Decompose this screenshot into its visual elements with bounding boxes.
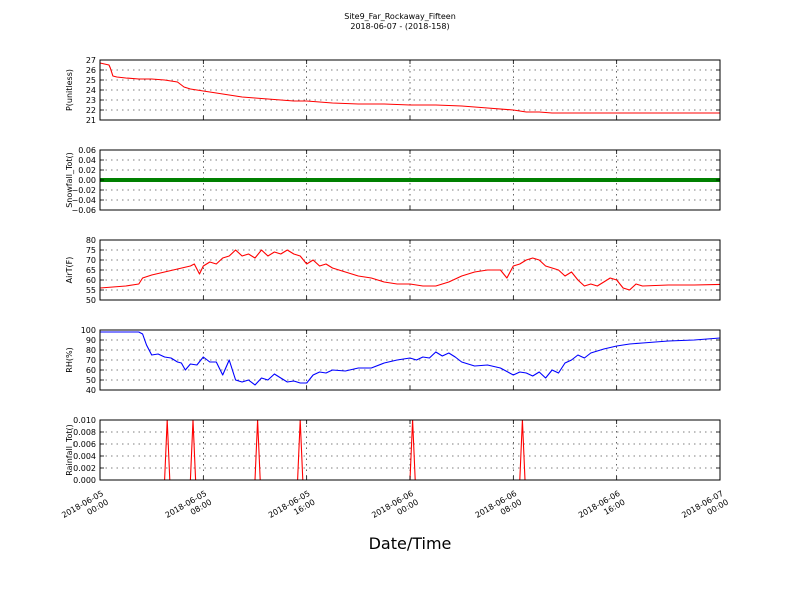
y-tick-label: −0.02 xyxy=(71,186,96,195)
y-tick-label: 25 xyxy=(86,76,96,85)
y-tick-label: 100 xyxy=(81,326,96,335)
y-tick-label: 0.04 xyxy=(78,156,96,165)
y-tick-label: 27 xyxy=(86,56,96,65)
y-tick-label: 60 xyxy=(86,366,96,375)
y-tick-label: 50 xyxy=(86,296,96,305)
y-tick-label: 24 xyxy=(86,86,96,95)
y-tick-label: 75 xyxy=(86,246,96,255)
y-tick-label: 90 xyxy=(86,336,96,345)
y-tick-label: 0.002 xyxy=(73,464,96,473)
y-tick-label: 0.000 xyxy=(73,476,96,485)
y-tick-label: 0.004 xyxy=(73,452,96,461)
y-tick-label: 80 xyxy=(86,346,96,355)
chart-title: Site9_Far_Rockaway_Fifteen xyxy=(344,12,456,21)
x-axis-label: Date/Time xyxy=(368,534,452,553)
y-axis-label: Snowfall_Tot() xyxy=(65,152,74,208)
y-tick-label: −0.04 xyxy=(71,196,96,205)
series-line xyxy=(100,331,721,386)
y-tick-label: 0.006 xyxy=(73,440,96,449)
y-axis-label: Rainfall_Tot() xyxy=(65,424,74,476)
panel-1: −0.06−0.04−0.020.000.020.040.06 Snowfall_… xyxy=(65,146,721,215)
y-tick-label: 21 xyxy=(86,116,96,125)
y-tick-label: 65 xyxy=(86,266,96,275)
y-tick-label: 50 xyxy=(86,376,96,385)
y-tick-label: 0.010 xyxy=(73,416,96,425)
panel-4: 0.000 0.002 0.004 0.006 0.008 0.010Rainfall_T… xyxy=(65,416,721,485)
chart-subtitle: 2018-06-07 - (2018-158) xyxy=(350,22,450,31)
y-axis-label: AirT(F) xyxy=(65,257,74,284)
y-tick-label: −0.06 xyxy=(71,206,96,215)
y-tick-label: 0.00 xyxy=(78,176,96,185)
y-tick-label: 55 xyxy=(86,286,96,295)
y-tick-label: 22 xyxy=(86,106,96,115)
y-tick-label: 40 xyxy=(86,386,96,395)
y-tick-label: 0.06 xyxy=(78,146,96,155)
y-tick-label: 70 xyxy=(86,256,96,265)
y-tick-label: 70 xyxy=(86,356,96,365)
y-tick-label: 60 xyxy=(86,276,96,285)
y-tick-label: 26 xyxy=(86,66,96,75)
y-tick-label: 0.008 xyxy=(73,428,96,437)
y-tick-label: 80 xyxy=(86,236,96,245)
series-line xyxy=(99,249,721,291)
series-line xyxy=(100,419,720,481)
y-tick-label: 0.02 xyxy=(78,166,96,175)
y-axis-label: P(unitless) xyxy=(65,69,74,111)
y-axis-label: RH(%) xyxy=(65,347,74,372)
series-line xyxy=(99,62,720,114)
y-tick-label: 23 xyxy=(86,96,96,105)
